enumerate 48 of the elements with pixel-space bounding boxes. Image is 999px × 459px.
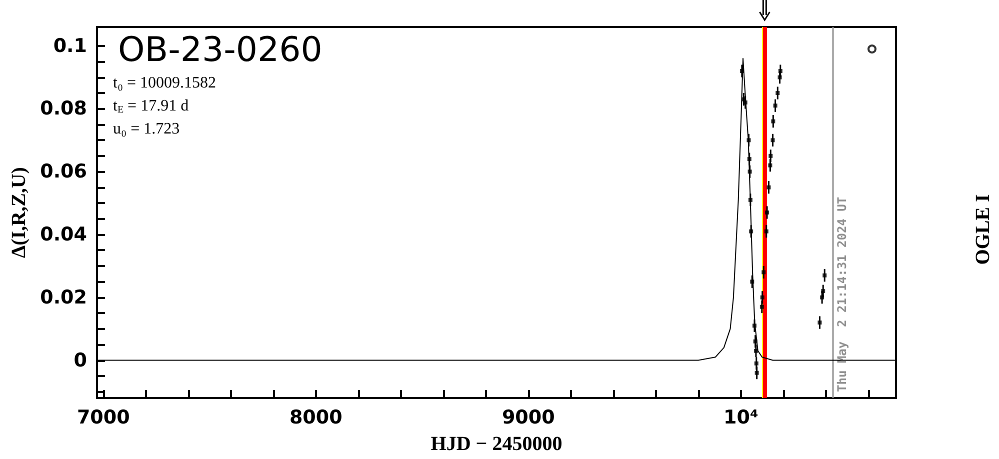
y-tick-label: 0.04 (40, 224, 87, 246)
annotation: t₀ = 10009.1582 (113, 74, 216, 92)
point (754, 370, 759, 375)
point (771, 119, 776, 124)
point (746, 138, 751, 142)
point (778, 69, 782, 74)
point (778, 75, 782, 80)
point (764, 229, 768, 234)
x-tick-label: 9000 (502, 406, 555, 428)
y-axis-title: Δ(I,R,Z,U) (8, 167, 30, 258)
point (753, 339, 758, 344)
point (768, 163, 772, 168)
point (754, 348, 758, 353)
point (867, 44, 876, 54)
point (752, 324, 756, 328)
point (749, 229, 754, 234)
point (748, 170, 752, 174)
point (748, 198, 752, 202)
point (822, 273, 827, 278)
y-tick-label: 0.06 (40, 160, 87, 183)
x-tick-label: 7000 (76, 406, 130, 428)
point (770, 138, 775, 142)
point (768, 154, 773, 158)
chart-title: OB-23-0260 (118, 30, 322, 70)
text: OGLE I (972, 194, 994, 265)
point (776, 91, 780, 96)
point (747, 157, 752, 162)
point (765, 210, 770, 214)
point (762, 270, 766, 274)
y-tick-label: 0.02 (40, 286, 87, 308)
x-axis-title: HJD − 2450000 (430, 433, 562, 455)
y-tick-label: 0.1 (53, 34, 87, 57)
x-tick-label: 10⁴ (723, 406, 758, 428)
point (760, 295, 764, 300)
x-tick-label: 8000 (289, 406, 342, 428)
point (820, 295, 824, 300)
annotation: Thu May 2 21:14:31 2024 UT (834, 196, 849, 392)
point (750, 280, 754, 284)
y-tick-label: 0.08 (40, 98, 87, 120)
y-tick-label: 0 (74, 349, 87, 372)
point (818, 320, 822, 325)
annotation: u₀ = 1.723 (113, 120, 180, 138)
point (760, 304, 764, 309)
point (740, 69, 744, 74)
point (821, 289, 826, 294)
point (766, 185, 771, 190)
point (754, 361, 758, 366)
point (773, 104, 778, 108)
